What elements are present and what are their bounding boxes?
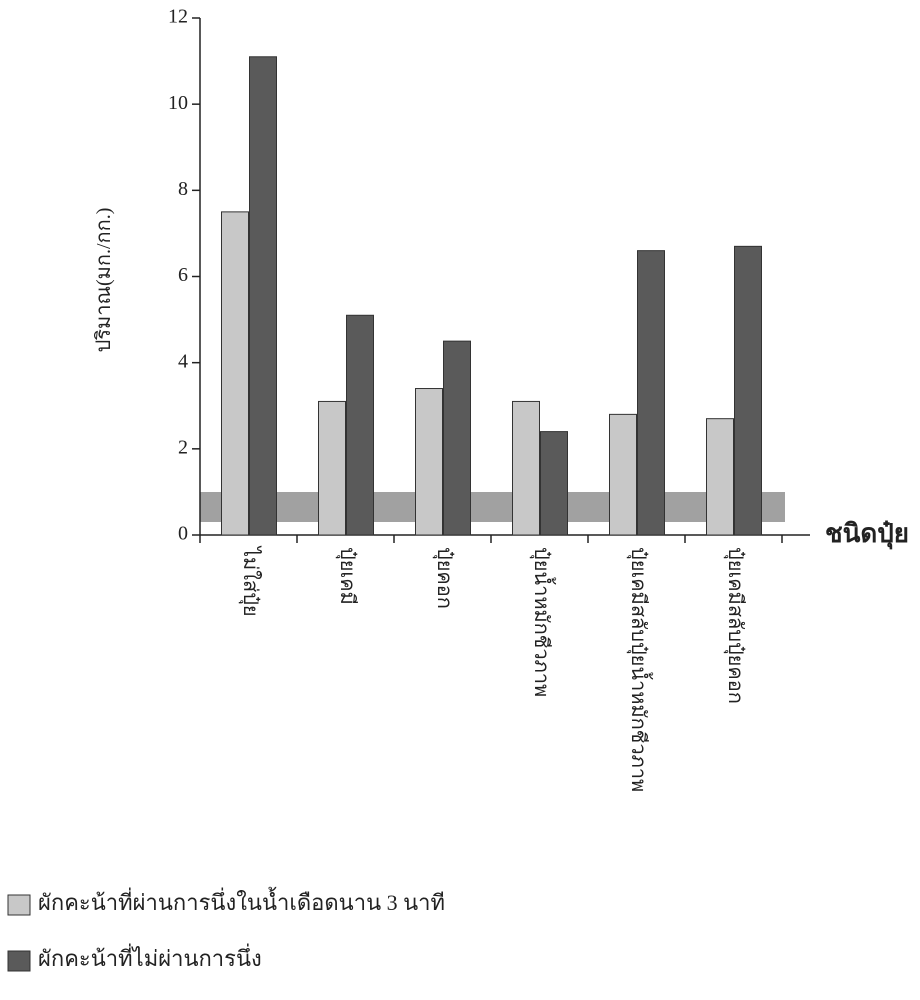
bar bbox=[221, 211, 249, 536]
x-axis-label: ชนิดปุ๋ย bbox=[825, 519, 909, 550]
bar bbox=[249, 56, 277, 536]
legend-label: ผักคะน้าที่ผ่านการนึ่งในน้ำเดือดนาน 3 นา… bbox=[38, 887, 445, 915]
y-axis-label: ปริมาณ(มก./กก.) bbox=[93, 208, 115, 353]
x-tick-label: ปุ๋ยเคมีสลับปุ๋ยคอก bbox=[723, 547, 746, 704]
bar bbox=[609, 413, 637, 536]
bar bbox=[706, 418, 734, 536]
y-tick-label: 0 bbox=[178, 523, 188, 545]
x-tick-label: ปุ๋ยเคมีสลับปุ๋ยน้ำหมักชีวภาพ bbox=[626, 547, 653, 792]
bar bbox=[346, 314, 374, 536]
bar bbox=[512, 400, 540, 536]
bar bbox=[415, 388, 443, 536]
bar bbox=[734, 245, 762, 536]
bar bbox=[443, 340, 471, 536]
legend-swatch bbox=[7, 894, 31, 916]
y-tick-label: 4 bbox=[178, 350, 188, 372]
y-tick-label: 2 bbox=[178, 436, 188, 458]
legend-swatch bbox=[7, 950, 31, 972]
y-tick-label: 8 bbox=[178, 178, 188, 200]
bar bbox=[540, 431, 568, 536]
bar bbox=[318, 400, 346, 536]
y-tick-label: 10 bbox=[168, 92, 188, 114]
y-tick-label: 6 bbox=[178, 264, 188, 286]
x-tick-label: ปุ๋ยคอก bbox=[432, 547, 455, 609]
x-tick-label: ปุ๋ยน้ำหมักชีวภาพ bbox=[529, 547, 556, 697]
y-tick-label: 12 bbox=[168, 6, 188, 28]
x-tick-label: ปุ๋ยเคมี bbox=[335, 547, 358, 605]
legend-label: ผักคะน้าที่ไม่ผ่านการนึ่ง bbox=[38, 943, 262, 971]
x-tick-label: ไม่ใส่ปุ๋ย bbox=[238, 545, 262, 617]
bar bbox=[637, 250, 665, 536]
floor bbox=[200, 492, 785, 522]
